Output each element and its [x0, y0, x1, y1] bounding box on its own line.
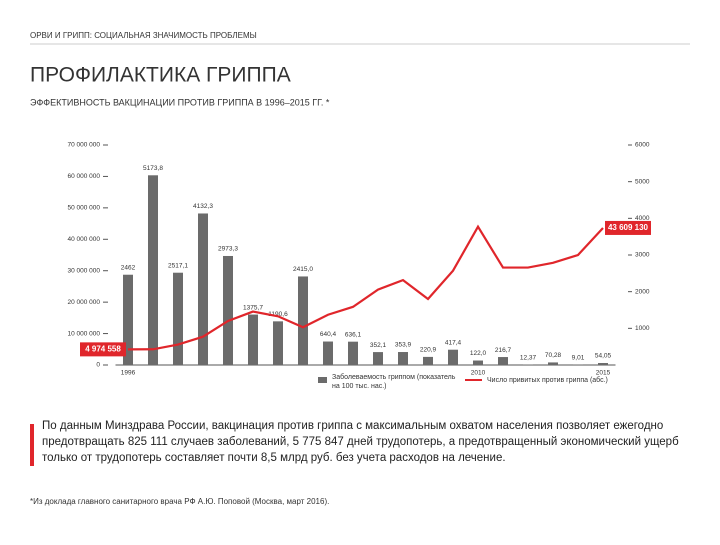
bar — [198, 213, 208, 365]
bar — [223, 256, 233, 365]
bar — [373, 352, 383, 365]
bar-label: 2973,3 — [218, 246, 238, 253]
bar — [298, 276, 308, 365]
bar-label: 54,05 — [595, 353, 612, 360]
bar — [173, 273, 183, 365]
y-tick-label: 20 000 000 — [67, 299, 100, 306]
bar — [423, 357, 433, 365]
legend-label: Заболеваемость гриппом (показатель на 10… — [332, 373, 457, 391]
bar — [473, 361, 483, 365]
legend-box: Заболеваемость гриппом (показатель на 10… — [332, 373, 457, 397]
bar-label: 2462 — [121, 264, 136, 271]
y-tick-label: 10 000 000 — [67, 330, 100, 337]
bar-label: 4132,3 — [193, 203, 213, 210]
chart-title: ЭФФЕКТИВНОСТЬ ВАКЦИНАЦИИ ПРОТИВ ГРИППА В… — [30, 97, 330, 107]
bar-label: 1375,7 — [243, 304, 263, 311]
bar — [498, 357, 508, 365]
legend-label: Число привитых против гриппа (абс.) — [487, 376, 608, 384]
bar-label: 5173,8 — [143, 165, 163, 172]
footnote: *Из доклада главного санитарного врача Р… — [30, 497, 329, 506]
bar-label: 9,01 — [572, 354, 585, 361]
bar-label: 220,9 — [420, 347, 437, 354]
y2-tick-label: 3000 — [635, 252, 650, 259]
bar — [548, 362, 558, 365]
bar — [248, 315, 258, 365]
bar — [148, 175, 158, 365]
bar — [348, 342, 358, 365]
y2-tick-label: 5000 — [635, 178, 650, 185]
body-text: По данным Минздрава России, вакцинация п… — [42, 418, 692, 466]
bar — [273, 321, 283, 365]
y-tick-label: 30 000 000 — [67, 267, 100, 274]
value-label: 4 974 558 — [85, 344, 121, 353]
bar-label: 417,4 — [445, 339, 462, 346]
bar-label: 12,37 — [520, 354, 537, 361]
bar — [448, 350, 458, 365]
y-tick-label: 60 000 000 — [67, 173, 100, 180]
bar-label: 2415,0 — [293, 266, 313, 273]
value-label: 43 609 130 — [608, 223, 649, 232]
bar-label: 70,28 — [545, 352, 562, 359]
y-tick-label: 40 000 000 — [67, 236, 100, 243]
bar — [598, 363, 608, 365]
bar-label: 353,9 — [395, 342, 412, 349]
y-tick-label: 70 000 000 — [67, 142, 100, 149]
bar-label: 636,1 — [345, 331, 362, 338]
title: ПРОФИЛАКТИКА ГРИППА — [30, 64, 291, 87]
legend-swatch — [318, 377, 327, 383]
y2-tick-label: 2000 — [635, 288, 650, 295]
bar — [323, 342, 333, 365]
body-box: По данным Минздрава России, вакцинация п… — [42, 418, 692, 478]
x-tick-label: 2015 — [596, 370, 611, 377]
y-tick-label: 0 — [96, 362, 100, 369]
bar-label: 640,4 — [320, 331, 337, 338]
bar-label: 2517,1 — [168, 262, 188, 269]
x-tick-label: 2010 — [471, 370, 486, 377]
bar-label: 216,7 — [495, 347, 512, 354]
accent-bar — [30, 424, 34, 466]
y2-tick-label: 6000 — [635, 142, 650, 149]
bar — [398, 352, 408, 365]
y-tick-label: 50 000 000 — [67, 205, 100, 212]
header: ОРВИ И ГРИПП: СОЦИАЛЬНАЯ ЗНАЧИМОСТЬ ПРОБ… — [30, 31, 257, 40]
x-tick-label: 1996 — [121, 370, 136, 377]
bar-label: 122,0 — [470, 350, 487, 357]
y2-tick-label: 1000 — [635, 325, 650, 332]
bar-label: 352,1 — [370, 342, 387, 349]
